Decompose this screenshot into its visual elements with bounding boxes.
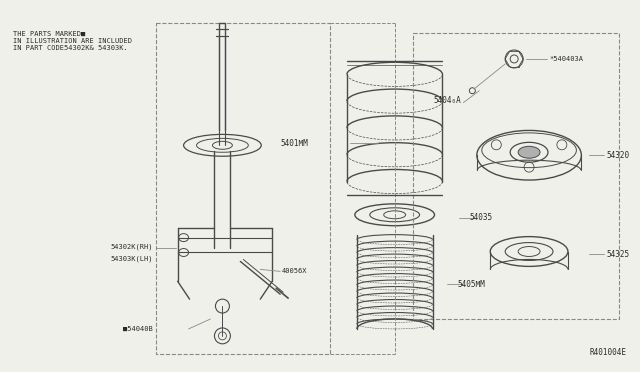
Text: 5401ΜM: 5401ΜM [280, 139, 308, 148]
Text: 54303K(LH): 54303K(LH) [110, 255, 153, 262]
Text: 54302K(RH): 54302K(RH) [110, 243, 153, 250]
Text: 5404₀A: 5404₀A [434, 96, 461, 105]
Text: R401004E: R401004E [589, 348, 627, 357]
Text: 5405ΜM: 5405ΜM [458, 280, 485, 289]
Text: 54035: 54035 [469, 213, 492, 222]
Text: 54320: 54320 [607, 151, 630, 160]
Ellipse shape [518, 146, 540, 158]
Text: *540403A: *540403A [549, 56, 583, 62]
Text: THE PARTS MARKED■
IN ILLUSTRATION ARE INCLUDED
IN PART CODE54302K& 54303K.: THE PARTS MARKED■ IN ILLUSTRATION ARE IN… [13, 31, 132, 51]
Text: ■54040B: ■54040B [123, 326, 153, 332]
Text: 54325: 54325 [607, 250, 630, 259]
Text: 40056X: 40056X [282, 268, 308, 275]
